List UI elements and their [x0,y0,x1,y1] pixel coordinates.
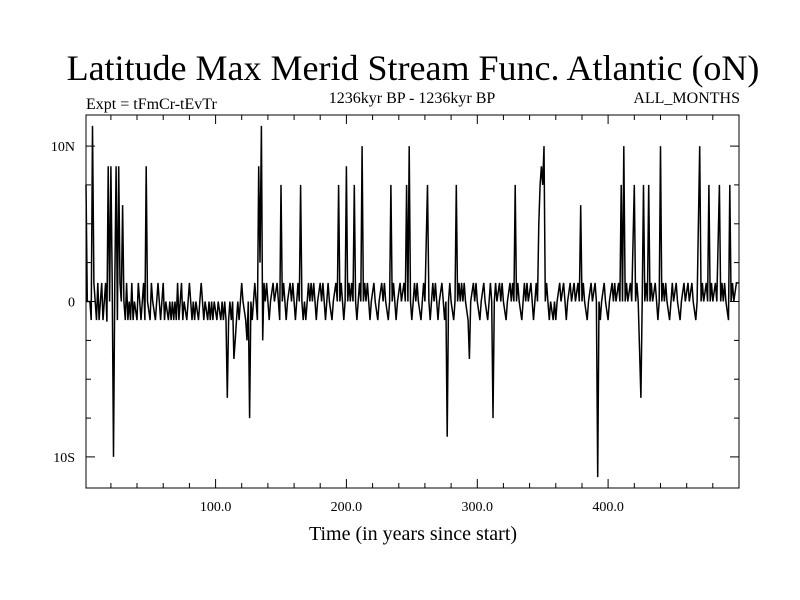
subtitle-right: ALL_MONTHS [633,90,740,107]
series-layer [85,125,739,478]
y-tick-label: 0 [68,296,75,311]
x-tick-label: 200.0 [331,500,363,515]
y-axis: 10S 0 10N [51,140,739,466]
subtitle-left: Expt = tFmCr-tEvTr [86,96,217,113]
y-tick-label: 10S [53,451,75,466]
x-tick-label: 400.0 [592,500,624,515]
x-axis: 100.0 200.0 300.0 400.0 [110,115,740,515]
x-axis-label: Time (in years since start) [309,523,517,545]
series-line [85,125,739,478]
x-tick-label: 100.0 [200,500,232,515]
subtitle-center: 1236kyr BP - 1236kyr BP [329,90,496,107]
x-tick-label: 300.0 [462,500,494,515]
y-tick-label: 10N [51,140,75,155]
chart-title: Latitude Max Merid Stream Func. Atlantic… [67,48,760,88]
